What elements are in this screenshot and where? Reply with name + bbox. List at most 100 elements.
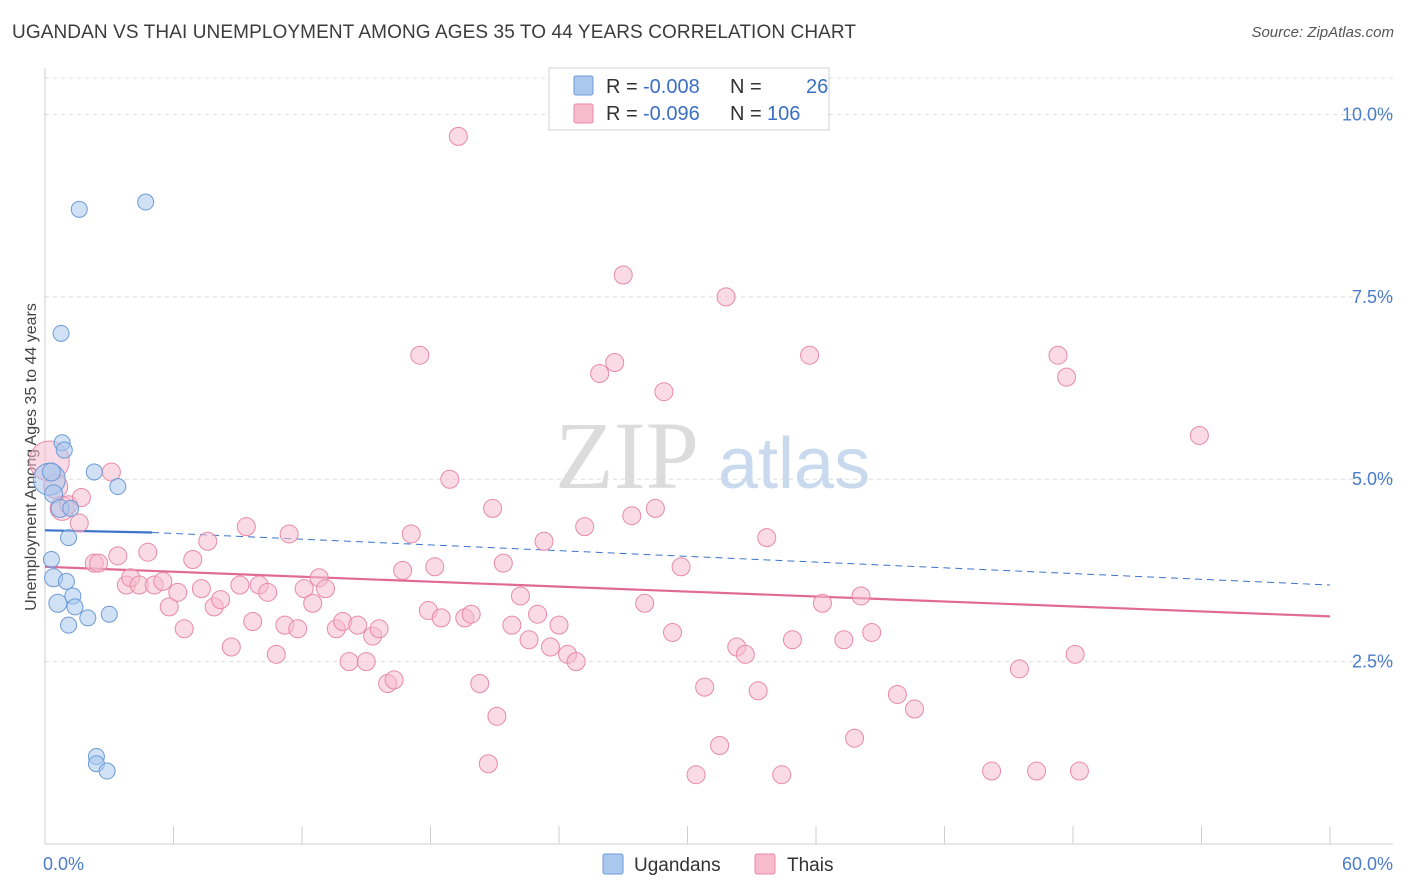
thais-point [393, 560, 413, 580]
thais-point [1065, 644, 1085, 664]
ugandans-point [42, 550, 60, 568]
thais-point [288, 619, 308, 639]
thais-point [448, 126, 468, 146]
thais-point [782, 630, 802, 650]
ugandans-point [98, 762, 116, 780]
thais-point [982, 761, 1002, 781]
thais-point [528, 604, 548, 624]
thais-point [425, 557, 445, 577]
ugandans-trend-line [44, 529, 153, 534]
thais-point [502, 615, 522, 635]
thais-point [671, 557, 691, 577]
thais-point [168, 582, 188, 602]
bottom-legend-swatch-ugandans [602, 853, 624, 875]
legend-n-label-thais: N = [730, 103, 762, 125]
thais-point [510, 586, 530, 606]
thais-point [69, 513, 89, 533]
thais-point [461, 604, 481, 624]
thais-point [1057, 367, 1077, 387]
thais-point [258, 582, 278, 602]
legend-r-label-ugandans: R = [606, 76, 638, 98]
thais-point [757, 528, 777, 548]
x-tick-label-max: 60.0% [1342, 854, 1393, 874]
x-tick-label-min: 0.0% [43, 854, 84, 874]
ugandans-point [79, 609, 97, 627]
watermark-zip: ZIP [555, 402, 699, 509]
thais-point [138, 542, 158, 562]
thais-point [1009, 659, 1029, 679]
thais-point [493, 553, 513, 573]
ugandans-point [60, 529, 78, 547]
ugandans-point [66, 598, 84, 616]
ugandans-point [70, 200, 88, 218]
ugandans-point [85, 463, 103, 481]
ugandans-point [60, 616, 78, 634]
thais-point [519, 630, 539, 650]
legend-n-value-thais: 106 [767, 103, 800, 125]
thais-point [540, 637, 560, 657]
trend-lines [44, 529, 1331, 618]
thais-point [356, 652, 376, 672]
ugandans-point [109, 478, 127, 496]
thais-point [534, 531, 554, 551]
thais-point [845, 728, 865, 748]
thais-point [812, 593, 832, 613]
legend-n-value-ugandans: 26 [806, 76, 828, 98]
y-tick-labels: 2.5% 5.0% 7.5% 10.0% [1342, 104, 1393, 671]
ugandans-point [41, 462, 61, 482]
legend-r-value-ugandans: -0.008 [643, 76, 700, 98]
thais-point [549, 615, 569, 635]
thais-point [211, 590, 231, 610]
thais-point [230, 575, 250, 595]
thais-point [686, 765, 706, 785]
thais-point [735, 644, 755, 664]
thais-point [174, 619, 194, 639]
thais-point [401, 524, 421, 544]
legend-r-label-thais: R = [606, 103, 638, 125]
thais-point [887, 684, 907, 704]
watermark-atlas: atlas [718, 424, 870, 504]
thais-point [243, 611, 263, 631]
thais-point [153, 571, 173, 591]
thais-point [348, 615, 368, 635]
legend-n-label-ugandans: N = [730, 76, 762, 98]
thais-point [483, 498, 503, 518]
thais-point [159, 597, 179, 617]
thais-point [663, 622, 683, 642]
legend-r-value-thais: -0.096 [643, 103, 700, 125]
thais-point [834, 630, 854, 650]
thais-point [1048, 345, 1068, 365]
thais-point [294, 579, 314, 599]
thais-point [440, 469, 460, 489]
thais-point [279, 524, 299, 544]
thais-point [431, 608, 451, 628]
thais-point [575, 517, 595, 537]
thais-point [905, 699, 925, 719]
bottom-legend-swatch-thais [754, 853, 776, 875]
ugandans-point [52, 324, 70, 342]
chart-title: UGANDAN VS THAI UNEMPLOYMENT AMONG AGES … [12, 22, 857, 43]
thais-point [613, 265, 633, 285]
thais-point [470, 674, 490, 694]
legend-box [548, 67, 830, 131]
thais-point [198, 531, 218, 551]
thais-point [772, 765, 792, 785]
thais-point [748, 681, 768, 701]
bottom-legend-label-ugandans: Ugandans [634, 855, 721, 876]
bottom-legend-label-thais: Thais [787, 855, 833, 876]
thais-point [339, 652, 359, 672]
ugandans-points [32, 193, 155, 780]
source-label: Source: ZipAtlas.com [1251, 24, 1394, 41]
ugandans-trend-extension [152, 531, 1331, 586]
thais-point [71, 487, 91, 507]
thais-point [566, 652, 586, 672]
ugandans-point [55, 441, 73, 459]
thais-trend-line [44, 565, 1331, 618]
thais-point [710, 736, 730, 756]
thais-point [384, 670, 404, 690]
thais-point [221, 637, 241, 657]
thais-point [191, 579, 211, 599]
legend-swatch-thais [573, 103, 594, 124]
y-tick-label-3: 10.0% [1342, 104, 1393, 124]
y-tick-label-0: 2.5% [1352, 652, 1393, 672]
